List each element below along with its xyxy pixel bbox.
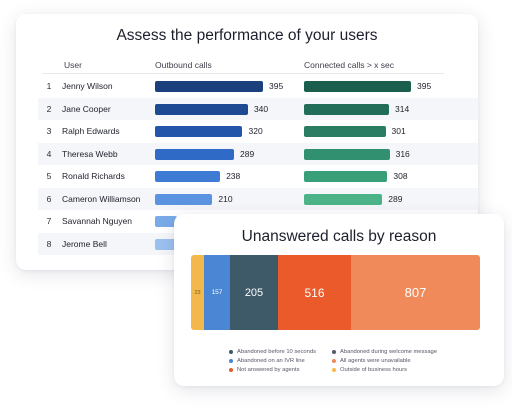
stack-segment: 807 bbox=[351, 255, 480, 330]
connected-bar bbox=[304, 81, 411, 92]
segment-value: 157 bbox=[211, 289, 223, 296]
stack-segment: 157 bbox=[204, 255, 230, 330]
stack-segment: 23 bbox=[191, 255, 204, 330]
connected-bar bbox=[304, 103, 390, 115]
outbound-bar bbox=[155, 216, 177, 227]
legend-left: Abandoned before 10 seconds Abandoned on … bbox=[229, 347, 316, 374]
outbound-bar bbox=[155, 238, 177, 250]
connected-value: 301 bbox=[391, 126, 406, 136]
legend-dot-icon bbox=[332, 349, 336, 354]
legend-label: All agents were unavailable bbox=[340, 357, 411, 364]
row-rank: 5 bbox=[46, 171, 52, 181]
performance-title: Assess the performance of your users bbox=[116, 27, 378, 44]
outbound-bar bbox=[155, 148, 235, 160]
table-row: 7 Savannah Nguyen bbox=[38, 210, 478, 232]
connected-value: 289 bbox=[388, 193, 403, 204]
outbound-bar bbox=[155, 126, 243, 137]
table-row: 1 Jenny Wilson 395 395 bbox=[38, 75, 478, 97]
performance-card: Assess the performance of your users Use… bbox=[16, 14, 478, 270]
user-name: Jerome Bell bbox=[62, 238, 107, 249]
legend-dot-icon bbox=[229, 349, 233, 354]
unanswered-title: Unanswered calls by reason bbox=[241, 228, 437, 245]
user-name: Jane Cooper bbox=[62, 103, 111, 114]
segment-value: 205 bbox=[244, 286, 264, 299]
row-rank: 2 bbox=[46, 103, 52, 114]
connected-value: 314 bbox=[395, 103, 410, 114]
connected-value: 316 bbox=[395, 148, 410, 159]
legend-item: Abandoned during welcome message bbox=[332, 347, 437, 356]
legend-item: Outside of business hours bbox=[332, 365, 437, 374]
outbound-bar bbox=[155, 103, 248, 115]
outbound-value: 238 bbox=[226, 171, 241, 181]
table-row: 2 Jane Cooper 340 314 bbox=[38, 97, 478, 120]
segment-value: 516 bbox=[304, 285, 325, 300]
legend-item: Not answered by agents bbox=[229, 365, 316, 374]
outbound-value: 340 bbox=[253, 103, 269, 114]
row-rank: 6 bbox=[46, 193, 52, 204]
connected-bar bbox=[304, 148, 390, 160]
unanswered-card: Unanswered calls by reason 23 157 205 516 80… bbox=[174, 214, 504, 386]
connected-value: 308 bbox=[393, 171, 408, 181]
header-divider bbox=[42, 73, 444, 74]
legend-label: Not answered by agents bbox=[237, 366, 300, 373]
legend-dot-icon bbox=[229, 358, 233, 363]
legend-label: Abandoned before 10 seconds bbox=[237, 348, 316, 355]
column-header-user: User bbox=[64, 60, 82, 70]
user-name: Ralph Edwards bbox=[62, 126, 120, 136]
column-header-connected: Connected calls > x sec bbox=[304, 60, 395, 70]
segment-value: 807 bbox=[404, 285, 427, 300]
outbound-value: 320 bbox=[248, 126, 263, 136]
user-name: Jenny Wilson bbox=[62, 81, 113, 91]
stack-segment: 516 bbox=[278, 255, 351, 330]
outbound-value: 210 bbox=[218, 193, 233, 204]
user-name: Theresa Webb bbox=[62, 148, 118, 159]
user-name: Savannah Nguyen bbox=[62, 216, 132, 226]
legend-item: Abandoned on an IVR line bbox=[229, 356, 316, 365]
legend-right: Abandoned during welcome message All agen… bbox=[332, 347, 437, 374]
user-name: Cameron Williamson bbox=[62, 193, 141, 204]
legend-label: Abandoned during welcome message bbox=[340, 348, 437, 355]
legend-item: All agents were unavailable bbox=[332, 356, 437, 365]
outbound-bar bbox=[155, 81, 263, 92]
legend-dot-icon bbox=[332, 367, 336, 372]
table-row: 5 Ronald Richards 238 308 bbox=[38, 165, 478, 187]
legend-label: Abandoned on an IVR line bbox=[237, 357, 305, 364]
outbound-value: 289 bbox=[240, 148, 255, 159]
connected-bar bbox=[304, 193, 383, 205]
row-rank: 3 bbox=[46, 126, 52, 136]
legend-dot-icon bbox=[332, 358, 336, 363]
unanswered-stacked-bar: 23 157 205 516 807 bbox=[191, 255, 480, 330]
legend-dot-icon bbox=[229, 367, 233, 372]
table-row: 6 Cameron Williamson 210 289 bbox=[38, 187, 478, 210]
outbound-bar bbox=[155, 171, 221, 182]
row-rank: 7 bbox=[46, 216, 52, 226]
row-rank: 1 bbox=[46, 81, 52, 91]
legend-label: Outside of business hours bbox=[340, 366, 408, 373]
user-name: Ronald Richards bbox=[62, 171, 125, 181]
table-row: 4 Theresa Webb 289 316 bbox=[38, 142, 478, 165]
row-rank: 4 bbox=[46, 148, 52, 159]
outbound-value: 395 bbox=[269, 81, 284, 91]
connected-value: 395 bbox=[417, 81, 432, 91]
column-header-outbound: Outbound calls bbox=[155, 60, 212, 70]
outbound-bar bbox=[155, 193, 213, 205]
stack-segment: 205 bbox=[230, 255, 278, 330]
segment-value: 23 bbox=[194, 289, 201, 296]
connected-bar bbox=[304, 126, 386, 137]
legend-item: Abandoned before 10 seconds bbox=[229, 347, 316, 356]
connected-bar bbox=[304, 171, 388, 182]
row-rank: 8 bbox=[46, 238, 52, 249]
table-row: 3 Ralph Edwards 320 301 bbox=[38, 120, 478, 142]
